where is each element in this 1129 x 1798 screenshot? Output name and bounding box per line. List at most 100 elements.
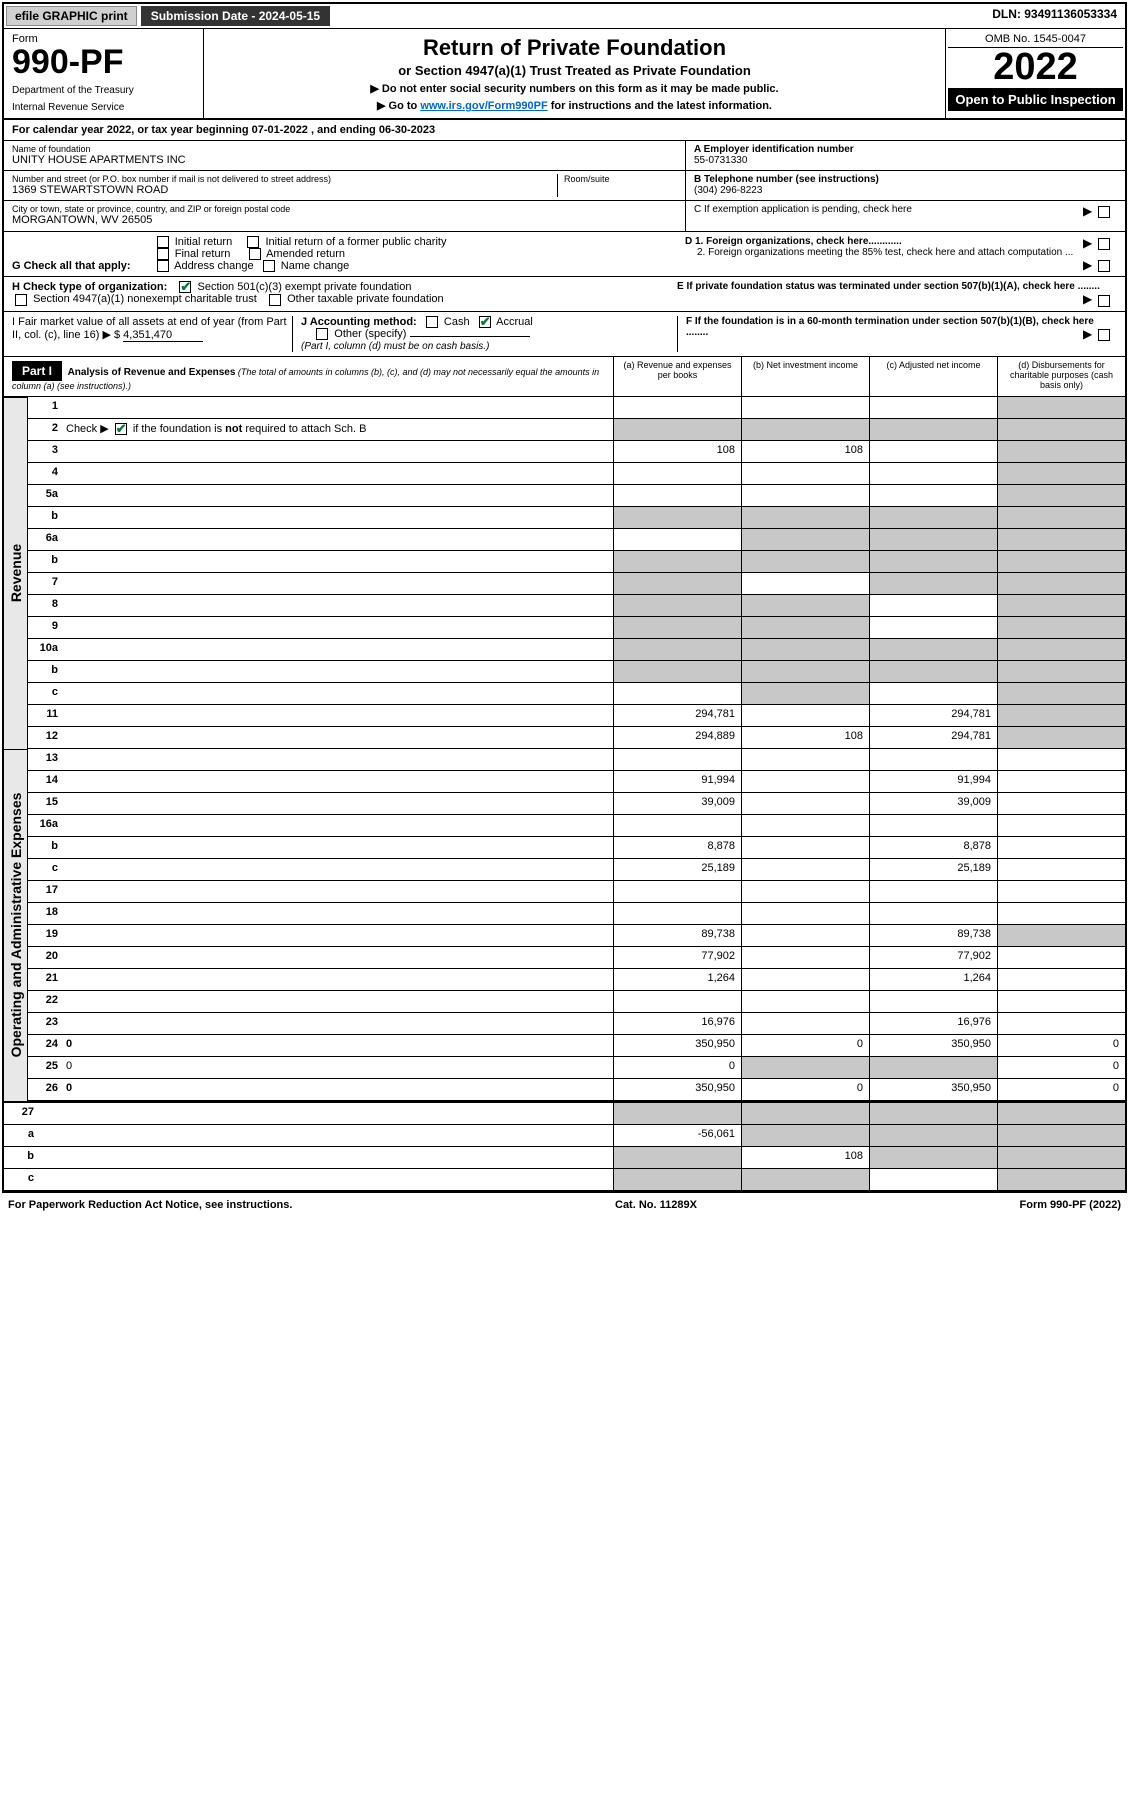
value-cell — [997, 881, 1125, 902]
phone-label: B Telephone number (see instructions) — [694, 174, 1117, 185]
value-cell — [741, 463, 869, 484]
value-cell: 16,976 — [613, 1013, 741, 1034]
line-number: 21 — [28, 969, 62, 990]
value-cell — [869, 881, 997, 902]
form-container: efile GRAPHIC print Submission Date - 20… — [2, 2, 1127, 1193]
g-initial-former-checkbox[interactable] — [247, 236, 259, 248]
table-row: 2Check ▶ if the foundation is not requir… — [28, 419, 1125, 441]
g-initial-checkbox[interactable] — [157, 236, 169, 248]
h-501c3-checkbox[interactable] — [179, 281, 191, 293]
value-cell — [613, 639, 741, 660]
value-cell — [613, 1147, 741, 1168]
table-row: 10a — [28, 639, 1125, 661]
h-4947-checkbox[interactable] — [15, 294, 27, 306]
city-cell: City or town, state or province, country… — [4, 201, 685, 231]
value-cell: 350,950 — [869, 1079, 997, 1100]
form-number: 990-PF — [12, 45, 195, 79]
col-d-header: (d) Disbursements for charitable purpose… — [997, 357, 1125, 396]
g-final-checkbox[interactable] — [157, 248, 169, 260]
line-description — [62, 991, 613, 1012]
value-cell — [869, 815, 997, 836]
line-description — [62, 661, 613, 682]
value-cell — [741, 683, 869, 704]
value-cell — [613, 397, 741, 418]
irs-label: Internal Revenue Service — [12, 102, 195, 113]
line-description — [62, 463, 613, 484]
j-accrual-checkbox[interactable] — [479, 316, 491, 328]
line-description — [62, 727, 613, 748]
value-cell — [869, 661, 997, 682]
value-cell — [869, 595, 997, 616]
line-number: 5a — [28, 485, 62, 506]
value-cell — [869, 463, 997, 484]
value-cell — [997, 991, 1125, 1012]
f-label: F If the foundation is in a 60-month ter… — [686, 316, 1094, 338]
value-cell — [869, 903, 997, 924]
line-number: 23 — [28, 1013, 62, 1034]
value-cell — [741, 837, 869, 858]
d1-checkbox[interactable] — [1098, 238, 1110, 250]
line-number: 26 — [28, 1079, 62, 1100]
line-number: 18 — [28, 903, 62, 924]
value-cell — [613, 551, 741, 572]
form-subtitle: or Section 4947(a)(1) Trust Treated as P… — [214, 63, 935, 78]
part1-header-row: Part I Analysis of Revenue and Expenses … — [4, 357, 1125, 397]
value-cell — [741, 1103, 869, 1124]
value-cell — [869, 397, 997, 418]
table-row: 1989,73889,738 — [28, 925, 1125, 947]
revenue-side-label: Revenue — [4, 397, 28, 749]
line-description — [38, 1169, 613, 1190]
footer-right: Form 990-PF (2022) — [1020, 1199, 1121, 1211]
line-number: 8 — [28, 595, 62, 616]
g-amended-checkbox[interactable] — [249, 248, 261, 260]
line-number: b — [28, 551, 62, 572]
e-checkbox[interactable] — [1098, 295, 1110, 307]
irs-link[interactable]: www.irs.gov/Form990PF — [420, 100, 547, 112]
line-number: 6a — [28, 529, 62, 550]
efile-print-button[interactable]: efile GRAPHIC print — [6, 6, 137, 26]
revenue-rows: 12Check ▶ if the foundation is not requi… — [28, 397, 1125, 749]
col-a-header: (a) Revenue and expenses per books — [613, 357, 741, 396]
value-cell — [869, 1057, 997, 1078]
line-description — [62, 507, 613, 528]
value-cell: 108 — [741, 727, 869, 748]
g-address-checkbox[interactable] — [157, 260, 169, 272]
value-cell — [741, 815, 869, 836]
value-cell — [741, 881, 869, 902]
value-cell — [741, 903, 869, 924]
d2-checkbox[interactable] — [1098, 260, 1110, 272]
table-row: b — [28, 551, 1125, 573]
g-name-checkbox[interactable] — [263, 260, 275, 272]
header-right: OMB No. 1545-0047 2022 Open to Public In… — [945, 29, 1125, 118]
value-cell — [869, 683, 997, 704]
line-description — [62, 815, 613, 836]
header-left: Form 990-PF Department of the Treasury I… — [4, 29, 204, 118]
j-cash-checkbox[interactable] — [426, 316, 438, 328]
line-number: 3 — [28, 441, 62, 462]
table-row: 5a — [28, 485, 1125, 507]
c-checkbox[interactable] — [1098, 206, 1110, 218]
line-number: b — [28, 507, 62, 528]
table-row: 17 — [28, 881, 1125, 903]
value-cell — [741, 1125, 869, 1146]
header-center: Return of Private Foundation or Section … — [204, 29, 945, 118]
table-row: 260350,9500350,9500 — [28, 1079, 1125, 1101]
line-number: 13 — [28, 749, 62, 770]
value-cell: 0 — [741, 1035, 869, 1056]
value-cell — [869, 639, 997, 660]
value-cell: 91,994 — [613, 771, 741, 792]
h-other-checkbox[interactable] — [269, 294, 281, 306]
table-row: 25000 — [28, 1057, 1125, 1079]
line-description — [62, 925, 613, 946]
line-description — [62, 595, 613, 616]
value-cell — [997, 441, 1125, 462]
value-cell — [997, 551, 1125, 572]
value-cell: 0 — [997, 1035, 1125, 1056]
value-cell: 39,009 — [869, 793, 997, 814]
value-cell — [613, 683, 741, 704]
value-cell — [741, 859, 869, 880]
value-cell — [741, 991, 869, 1012]
j-other-checkbox[interactable] — [316, 328, 328, 340]
line-number: 27 — [4, 1103, 38, 1124]
f-checkbox[interactable] — [1098, 329, 1110, 341]
